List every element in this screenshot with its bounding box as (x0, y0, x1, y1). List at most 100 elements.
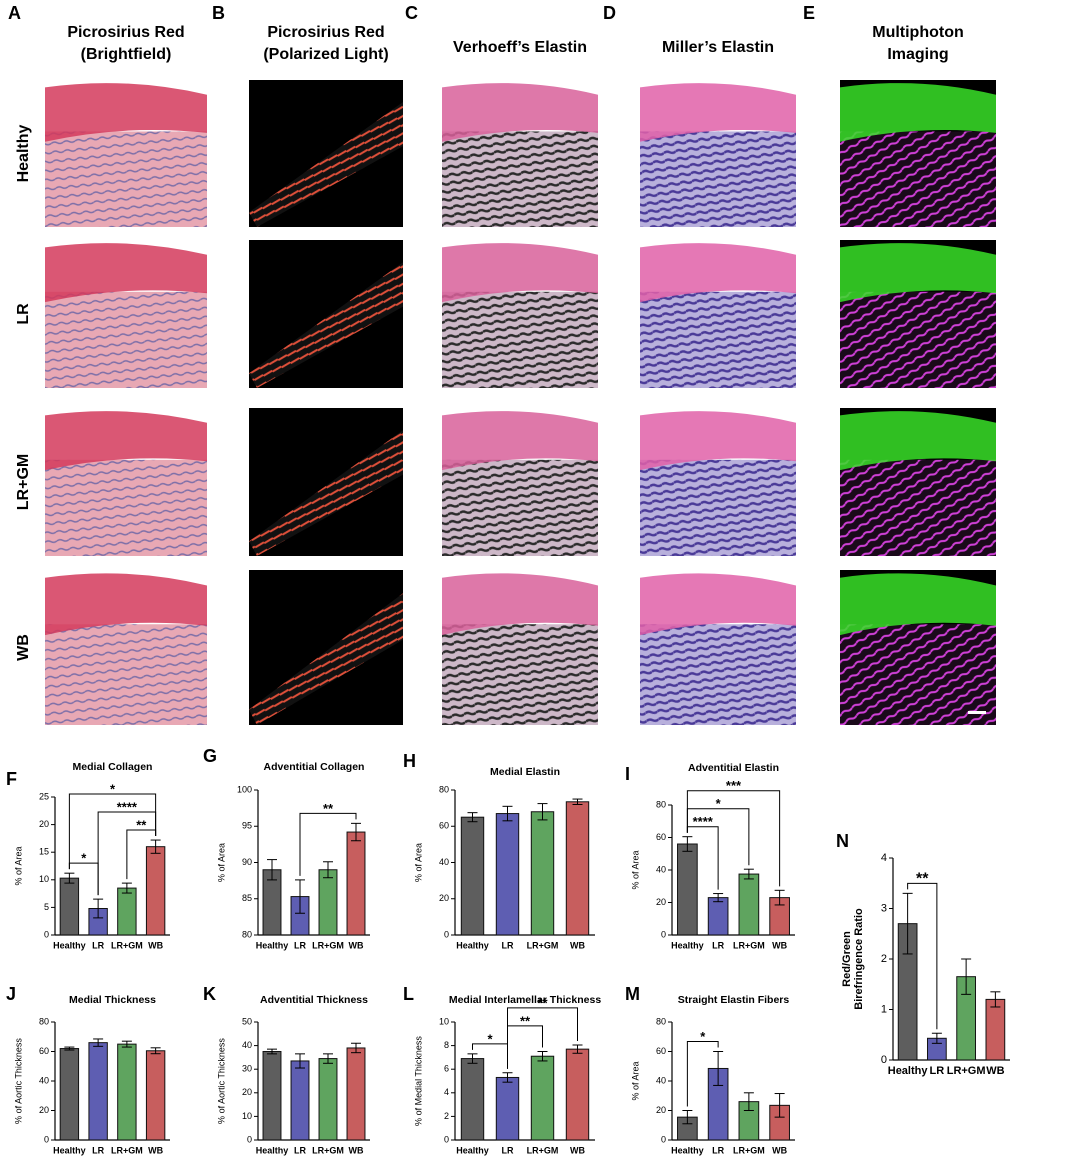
y-tick-label: 25 (39, 791, 49, 801)
x-tick-label: LR (294, 1145, 306, 1155)
x-tick-label: WB (349, 1145, 364, 1155)
y-tick-label: 60 (656, 1046, 666, 1056)
x-tick-label: LR+GM (527, 940, 559, 950)
error-bar (743, 868, 754, 880)
media (442, 459, 598, 556)
y-tick-label: 20 (39, 1105, 49, 1115)
x-tick-label: LR (502, 1145, 514, 1155)
y-tick-label: 0 (881, 1054, 887, 1066)
y-axis-label: % of Area (630, 850, 640, 889)
bar (290, 1060, 310, 1141)
adventitia (840, 83, 996, 142)
bar (318, 869, 338, 936)
error-bar (467, 812, 478, 823)
y-tick-label: 85 (242, 893, 252, 903)
chart-title: Medial Elastin (490, 766, 560, 778)
adventitia (840, 573, 996, 636)
chart-title: Adventitial Collagen (264, 761, 365, 773)
error-bar (572, 1044, 583, 1054)
column-title: Picrosirius Red (67, 24, 184, 41)
y-tick-label: 0 (444, 1134, 449, 1144)
media (640, 131, 796, 227)
column-title: Multiphoton (872, 24, 964, 41)
significance-label: ** (323, 801, 334, 816)
significance-bracket (507, 1007, 578, 1069)
x-tick-label: LR (712, 1145, 724, 1155)
error-bar (713, 893, 724, 903)
panel-letter: B (212, 3, 225, 23)
x-tick-label: LR (92, 1145, 104, 1155)
x-tick-label: Healthy (53, 940, 86, 950)
significance-label: * (716, 796, 722, 811)
panel-letter: E (803, 3, 815, 23)
media (840, 624, 996, 725)
error-bar (537, 803, 548, 821)
adventitia (45, 573, 207, 636)
y-tick-label: 80 (242, 929, 252, 939)
x-tick-label: Healthy (53, 1145, 86, 1155)
micrograph (840, 240, 996, 388)
bar (88, 1042, 108, 1141)
x-tick-label: Healthy (888, 1065, 929, 1077)
y-tick-label: 40 (242, 1040, 252, 1050)
y-tick-label: 80 (656, 799, 666, 809)
adventitia (442, 83, 598, 142)
bar (530, 811, 555, 936)
chart-title: Medial Thickness (69, 994, 156, 1006)
bar (145, 1050, 166, 1141)
error-bar (93, 898, 104, 919)
significance-label: ** (916, 871, 929, 888)
error-bar (774, 1093, 785, 1118)
adventitia (45, 83, 207, 142)
media (640, 624, 796, 725)
y-axis-label: % of Area (630, 1061, 640, 1100)
bar (738, 873, 760, 936)
x-tick-label: LR+GM (312, 940, 344, 950)
micrograph (640, 80, 796, 227)
y-tick-label: 6 (444, 1064, 449, 1074)
x-tick-label: LR (930, 1065, 945, 1077)
y-tick-label: 60 (439, 821, 449, 831)
media (442, 131, 598, 227)
bar (707, 897, 729, 936)
chart-title: Medial Interlamellar Thickness (449, 994, 601, 1006)
y-tick-label: 20 (242, 1087, 252, 1097)
media (45, 131, 207, 227)
x-tick-label: Healthy (671, 1145, 704, 1155)
panel-letter: G (203, 746, 217, 766)
error-bar (502, 1072, 513, 1083)
y-axis-label: % of Area (13, 846, 23, 885)
x-tick-label: LR+GM (527, 1145, 559, 1155)
y-tick-label: 10 (439, 1016, 449, 1026)
significance-label: ** (537, 995, 548, 1010)
y-tick-label: 0 (44, 929, 49, 939)
x-tick-label: LR+GM (733, 1145, 765, 1155)
x-tick-label: Healthy (256, 1145, 289, 1155)
error-bar (537, 1051, 548, 1062)
micrograph (840, 408, 996, 556)
adventitia (442, 573, 598, 636)
bar (460, 1058, 485, 1141)
bar (59, 877, 80, 936)
x-tick-label: WB (148, 1145, 163, 1155)
micrograph (442, 80, 598, 227)
bar (318, 1058, 338, 1141)
tissue (249, 262, 403, 388)
micrograph (249, 80, 403, 227)
x-tick-label: WB (986, 1065, 1004, 1077)
significance-bracket (686, 790, 781, 887)
y-tick-label: 40 (439, 857, 449, 867)
y-tick-label: 15 (39, 847, 49, 857)
x-tick-label: Healthy (456, 1145, 489, 1155)
panel-letter: N (836, 831, 849, 851)
y-tick-label: 80 (439, 784, 449, 794)
x-tick-label: LR (712, 940, 724, 950)
significance-label: **** (117, 799, 138, 814)
panel-letter: L (403, 984, 414, 1004)
bar (117, 1043, 137, 1141)
bar (59, 1048, 80, 1141)
y-tick-label: 4 (444, 1087, 449, 1097)
micrograph (249, 240, 403, 388)
adventitia (640, 243, 796, 303)
x-tick-label: WB (148, 940, 163, 950)
